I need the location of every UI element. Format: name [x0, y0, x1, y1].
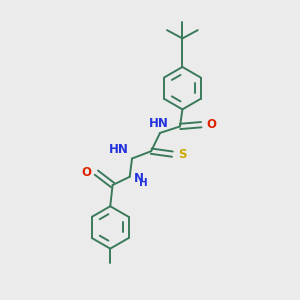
Text: N: N: [134, 172, 144, 185]
Text: O: O: [206, 118, 217, 130]
Text: HN: HN: [148, 117, 169, 130]
Text: HN: HN: [109, 142, 129, 156]
Text: H: H: [139, 178, 148, 188]
Text: O: O: [81, 166, 91, 178]
Text: S: S: [178, 148, 186, 161]
